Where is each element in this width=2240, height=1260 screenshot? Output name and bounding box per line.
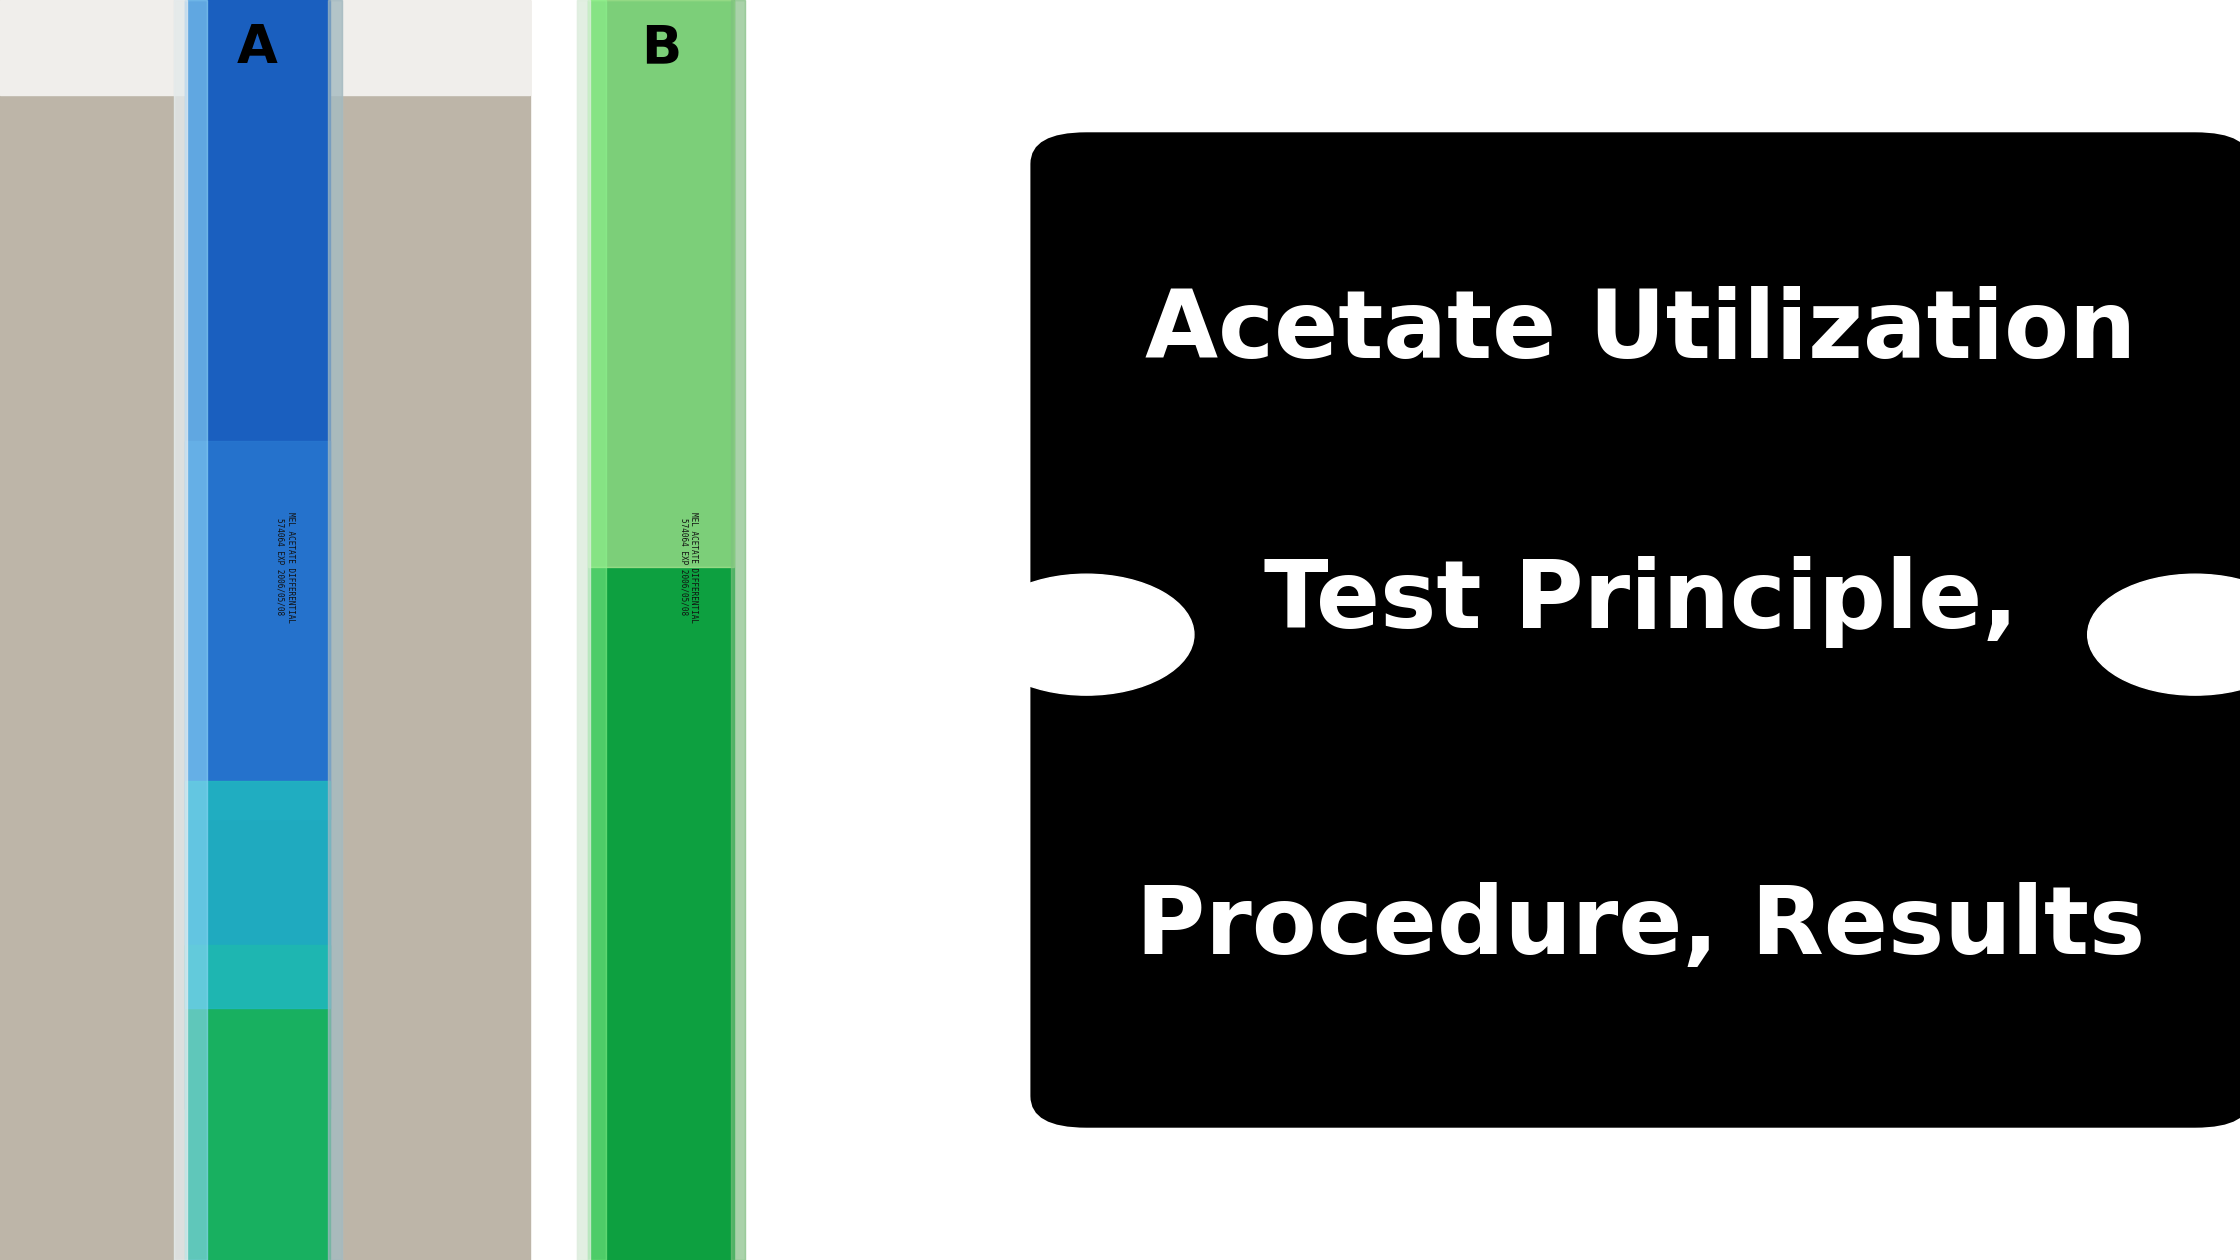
Bar [327, 0, 340, 1260]
Bar [0, 0, 531, 94]
Text: MEL ACETATE DIFFERENTIAL
574064 EXP 2006/05/08: MEL ACETATE DIFFERENTIAL 574064 EXP 2006… [679, 512, 699, 622]
Bar [587, 0, 605, 1260]
Bar [0, 0, 531, 1260]
Bar [186, 945, 332, 1260]
Text: Test Principle,: Test Principle, [1263, 556, 2018, 648]
Circle shape [2088, 575, 2240, 696]
Bar [578, 0, 591, 1260]
Bar [175, 0, 188, 1260]
Text: Procedure, Results: Procedure, Results [1136, 882, 2146, 974]
Bar [587, 0, 735, 1260]
Bar [578, 0, 744, 1260]
Bar [186, 441, 332, 819]
Circle shape [979, 575, 1194, 696]
Bar [186, 0, 332, 1109]
Bar [587, 0, 735, 567]
FancyBboxPatch shape [1030, 132, 2240, 1128]
Bar [186, 0, 206, 1260]
Bar [186, 781, 332, 1008]
Text: B: B [641, 21, 681, 74]
Bar [175, 0, 340, 1260]
Text: A: A [237, 21, 278, 74]
Text: Acetate Utilization: Acetate Utilization [1145, 286, 2137, 378]
Bar [730, 0, 744, 1260]
Text: MEL ACETATE DIFFERENTIAL
574064 EXP 2006/05/08: MEL ACETATE DIFFERENTIAL 574064 EXP 2006… [276, 512, 296, 622]
